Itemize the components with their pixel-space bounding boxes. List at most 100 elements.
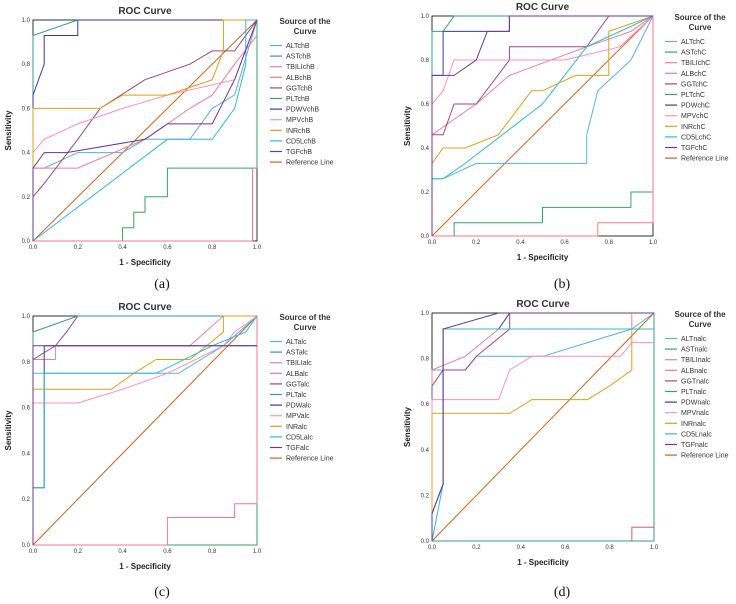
roc-line-albchb xyxy=(33,167,257,242)
legend-item-label: PLTchC xyxy=(681,92,705,99)
legend-item-label: MPValc xyxy=(286,413,310,420)
x-tick-label: 0.0 xyxy=(428,545,437,551)
legend-item-label: Reference Line xyxy=(286,160,334,167)
y-tick-label: 1.0 xyxy=(22,18,31,24)
x-tick-label: 0.0 xyxy=(29,549,38,555)
y-axis-label: Sensitivity xyxy=(403,105,412,146)
y-tick-label: 0.8 xyxy=(421,357,430,363)
legend-title: Source of the xyxy=(279,313,331,322)
x-tick-label: 0.6 xyxy=(560,240,569,246)
y-tick-label: 0.8 xyxy=(421,58,430,64)
legend-item-label: ALTchB xyxy=(286,43,310,50)
panel-caption: (b) xyxy=(554,277,571,292)
x-tick-label: 0.6 xyxy=(561,545,570,551)
x-tick-label: 0.8 xyxy=(605,240,614,246)
legend-item-label: TGFchB xyxy=(286,149,312,156)
legend-title: Curve xyxy=(689,320,712,329)
roc-line-pdwvchb xyxy=(32,19,257,241)
legend-item-label: CD5LchC xyxy=(681,134,711,141)
legend-item-label: TBILInalc xyxy=(681,357,711,364)
y-tick-label: 0.2 xyxy=(421,493,430,499)
legend-item-label: PLTnalc xyxy=(681,389,707,396)
legend-item-label: ASTalc xyxy=(286,350,308,357)
roc-line-inralc xyxy=(32,315,257,545)
legend-title: Curve xyxy=(689,23,712,32)
legend-item-label: MPVchC xyxy=(681,113,709,120)
legend-item-label: Reference Line xyxy=(681,453,729,460)
legend-item-label: INRchC xyxy=(681,124,706,131)
roc-line-reference-line xyxy=(431,312,655,542)
y-tick-label: 0.4 xyxy=(421,146,430,152)
legend-item-label: ASTchB xyxy=(286,54,311,61)
x-tick-label: 1.0 xyxy=(253,245,262,251)
x-tick-label: 0.2 xyxy=(74,549,83,555)
x-tick-label: 1.0 xyxy=(649,240,658,246)
legend-item-label: PDWVchB xyxy=(286,107,319,114)
roc-line-tgfalc xyxy=(32,345,257,545)
legend-item-label: INRalc xyxy=(286,424,308,431)
legend-item-label: TBILIchC xyxy=(681,60,710,67)
x-tick-label: 0.8 xyxy=(605,545,614,551)
y-tick-label: 0.6 xyxy=(22,406,31,412)
roc-line-ggtchc xyxy=(431,15,653,236)
roc-line-cd5lchb xyxy=(32,19,257,242)
roc-line-cd5lalc xyxy=(32,315,258,545)
y-tick-label: 0.4 xyxy=(22,451,31,457)
roc-line-altnalc xyxy=(431,312,655,541)
legend-item-label: TBILIalc xyxy=(286,360,312,367)
x-tick-label: 0.0 xyxy=(29,245,38,251)
y-tick-label: 0.0 xyxy=(421,539,430,545)
roc-line-albchc xyxy=(432,16,654,237)
legend-item-label: PDWchC xyxy=(681,103,710,110)
y-tick-label: 0.0 xyxy=(22,239,31,245)
legend-item-label: ASTchC xyxy=(681,50,706,57)
legend-item-label: MPVchB xyxy=(286,117,314,124)
y-tick-label: 0.6 xyxy=(421,402,430,408)
legend-title: Curve xyxy=(294,323,317,332)
chart-title: ROC Curve xyxy=(118,6,172,17)
chart-title: ROC Curve xyxy=(516,2,570,13)
x-tick-label: 0.6 xyxy=(163,245,172,251)
legend-item-label: ALBalc xyxy=(286,371,309,378)
roc-line-altchc xyxy=(432,15,654,180)
roc-line-ggtnalc xyxy=(431,312,654,541)
x-tick-label: 1.0 xyxy=(650,545,659,551)
legend-item-label: PDWnalc xyxy=(681,400,711,407)
x-tick-label: 0.4 xyxy=(517,545,526,551)
y-tick-label: 0.4 xyxy=(421,448,430,454)
y-tick-label: 0.8 xyxy=(22,62,31,68)
x-tick-label: 1.0 xyxy=(253,549,262,555)
panel-caption: (d) xyxy=(554,585,571,600)
x-axis-label: 1 - Specificity xyxy=(517,558,569,567)
roc-line-tbilichc xyxy=(431,15,654,192)
roc-panel-a: ROC Curve 0.0 0.2 0.4 0.6 0.8 1.0 0.0 0.2 0.4 0.6 0… xyxy=(4,6,334,292)
roc-line-reference-line xyxy=(431,15,654,237)
x-tick-label: 0.8 xyxy=(208,245,217,251)
y-tick-label: 0.2 xyxy=(22,497,31,503)
roc-line-inrchc xyxy=(431,15,654,164)
y-tick-label: 0.0 xyxy=(421,234,430,240)
legend-item-label: Reference Line xyxy=(286,456,334,463)
x-tick-label: 0.8 xyxy=(208,549,217,555)
y-axis-label: Sensitivity xyxy=(4,110,13,151)
x-axis-label: 1 - Specificity xyxy=(119,258,171,267)
roc-line-inrnalc xyxy=(431,328,654,541)
legend-item-label: MPVnalc xyxy=(681,410,710,417)
panel-caption: (c) xyxy=(154,585,170,600)
roc-line-astchc xyxy=(432,16,654,237)
roc-line-tgfchb xyxy=(32,19,258,241)
y-tick-label: 1.0 xyxy=(22,314,31,320)
legend-item-label: Reference Line xyxy=(681,156,729,163)
y-tick-label: 0.0 xyxy=(22,543,31,549)
x-tick-label: 0.6 xyxy=(163,549,172,555)
y-tick-label: 0.4 xyxy=(22,151,31,157)
y-axis-label: Sensitivity xyxy=(4,410,13,451)
y-tick-label: 1.0 xyxy=(421,311,430,317)
legend-item-label: GGTchB xyxy=(286,85,313,92)
legend-item-label: PLTchB xyxy=(286,96,310,103)
legend-item-label: TGFchC xyxy=(681,145,707,152)
legend-title: Source of the xyxy=(674,13,726,22)
y-tick-label: 0.2 xyxy=(22,195,31,201)
legend-item-label: TBILIchB xyxy=(286,64,315,71)
legend-item-label: CD5Lalc xyxy=(286,434,313,441)
